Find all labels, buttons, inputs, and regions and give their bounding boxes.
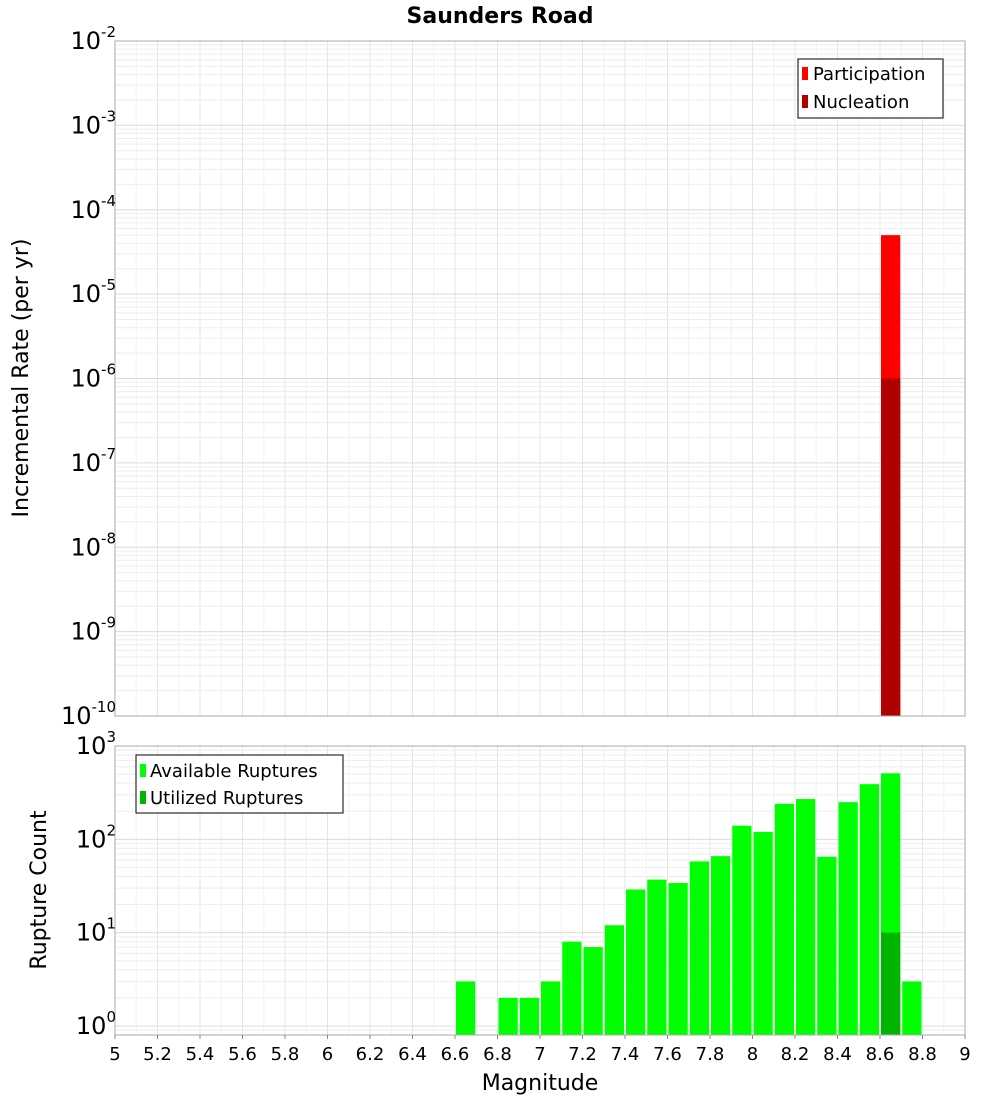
bar-available-ruptures — [541, 981, 561, 1035]
count-plot-y-ticks: 103 102 101 100 — [76, 728, 116, 1040]
count-plot-x-ticks: 5 5.2 5.4 5.6 5.8 6 6.2 6.4 6.6 6.8 7 7.2 7.4 7.6 7.8 8… — [109, 1035, 971, 1065]
rate-y-tick-label: 10-10 — [61, 698, 116, 730]
count-plot: 103 102 101 100 5 5.2 5.4 5.6 5.8 6 6.2 6.4 6.6 6.8 7… — [27, 728, 971, 1096]
count-x-tick-label: 8.4 — [823, 1044, 852, 1065]
bar-available-ruptures — [689, 861, 709, 1035]
rate-y-tick-label: 10-9 — [70, 614, 116, 646]
count-x-tick-label: 6.2 — [356, 1044, 385, 1065]
bar-available-ruptures — [732, 825, 752, 1035]
bar-available-ruptures — [583, 947, 603, 1035]
legend-label-participation: Participation — [813, 64, 925, 85]
rate-y-tick-label: 10-5 — [70, 276, 116, 308]
rate-plot: 10-2 10-3 10-4 10-5 10-6 10-7 10-8 10-9 10-10 In… — [9, 23, 966, 730]
count-x-tick-label: 7 — [534, 1044, 545, 1065]
legend-label-nucleation: Nucleation — [813, 92, 909, 113]
bar-available-ruptures — [774, 803, 794, 1035]
count-y-tick-label: 101 — [76, 915, 116, 947]
count-plot-y-axis-label: Rupture Count — [27, 810, 52, 970]
count-x-tick-label: 5.2 — [143, 1044, 172, 1065]
count-x-tick-label: 7.2 — [568, 1044, 597, 1065]
count-x-tick-label: 5.8 — [271, 1044, 300, 1065]
count-x-tick-label: 6.8 — [483, 1044, 512, 1065]
rate-plot-grid — [114, 41, 966, 717]
count-x-tick-label: 7.4 — [611, 1044, 640, 1065]
bar-available-ruptures — [753, 831, 773, 1035]
count-x-tick-label: 7.8 — [696, 1044, 725, 1065]
rate-y-tick-label: 10-7 — [70, 445, 116, 477]
bar-nucleation — [881, 378, 901, 716]
count-x-tick-label: 6.6 — [441, 1044, 470, 1065]
rate-plot-legend-box — [797, 58, 944, 119]
rate-plot-frame — [114, 40, 966, 717]
bar-available-ruptures — [796, 799, 816, 1035]
count-y-tick-label: 102 — [76, 821, 116, 853]
count-x-tick-label: 5 — [109, 1044, 120, 1065]
chart-title: Saunders Road — [407, 4, 594, 29]
count-x-tick-label: 6 — [322, 1044, 333, 1065]
bar-available-ruptures — [519, 997, 539, 1035]
count-x-tick-label: 5.6 — [228, 1044, 257, 1065]
rate-plot-legend: Participation Nucleation — [797, 58, 944, 119]
legend-label-available: Available Ruptures — [150, 761, 318, 782]
rate-plot-bars — [881, 235, 901, 716]
legend-swatch-utilized — [140, 791, 146, 804]
rate-y-tick-label: 10-8 — [70, 529, 116, 561]
count-y-tick-label: 100 — [76, 1008, 116, 1040]
bar-available-ruptures — [562, 941, 582, 1035]
bar-available-ruptures — [647, 879, 667, 1035]
count-x-tick-label: 6.4 — [398, 1044, 427, 1065]
count-x-tick-label: 8.8 — [908, 1044, 937, 1065]
count-x-tick-label: 8.2 — [781, 1044, 810, 1065]
count-plot-x-axis-label: Magnitude — [482, 1071, 599, 1096]
legend-label-utilized: Utilized Ruptures — [150, 788, 303, 809]
legend-swatch-participation — [802, 67, 808, 80]
count-x-tick-label: 8 — [747, 1044, 758, 1065]
count-x-tick-label: 5.4 — [186, 1044, 215, 1065]
rate-y-tick-label: 10-4 — [70, 192, 116, 224]
bar-utilized-ruptures — [881, 932, 901, 1035]
bar-available-ruptures — [711, 856, 731, 1035]
rate-plot-y-axis-label: Incremental Rate (per yr) — [9, 239, 34, 518]
count-plot-legend: Available Ruptures Utilized Ruptures — [135, 754, 344, 814]
bar-available-ruptures — [859, 784, 879, 1035]
count-x-tick-label: 8.6 — [866, 1044, 895, 1065]
legend-swatch-nucleation — [802, 95, 808, 108]
count-plot-bars — [456, 773, 922, 1035]
rate-y-tick-label: 10-3 — [70, 107, 116, 139]
bar-available-ruptures — [668, 883, 688, 1035]
count-y-tick-label: 103 — [76, 728, 116, 760]
bar-available-ruptures — [838, 802, 858, 1035]
legend-swatch-available — [140, 764, 146, 777]
bar-available-ruptures — [902, 981, 922, 1035]
rate-plot-y-ticks: 10-2 10-3 10-4 10-5 10-6 10-7 10-8 10-9 10-10 — [61, 23, 116, 730]
bar-available-ruptures — [604, 925, 624, 1035]
rate-y-tick-label: 10-6 — [70, 361, 116, 393]
bar-available-ruptures — [498, 997, 518, 1035]
bar-available-ruptures — [626, 889, 646, 1035]
count-x-tick-label: 7.6 — [653, 1044, 682, 1065]
bar-available-ruptures — [456, 981, 476, 1035]
count-plot-legend-box — [135, 754, 344, 814]
rate-y-tick-label: 10-2 — [70, 23, 116, 55]
count-x-tick-label: 9 — [959, 1044, 970, 1065]
bar-available-ruptures — [817, 856, 837, 1035]
